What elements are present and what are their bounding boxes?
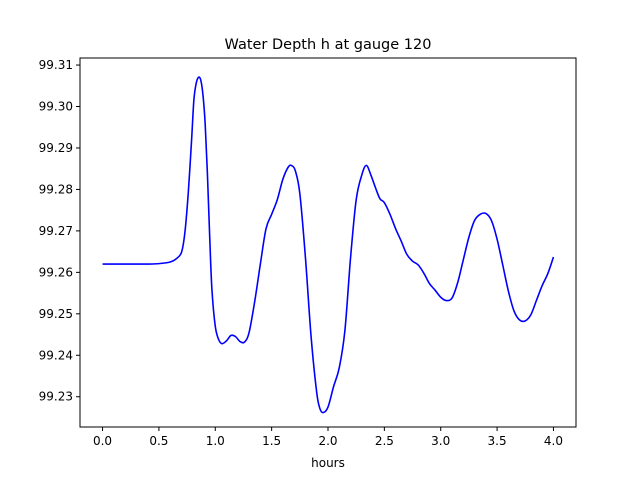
x-tick-label: 3.0 xyxy=(431,434,450,448)
y-tick-label: 99.23 xyxy=(39,390,73,404)
y-tick-label: 99.29 xyxy=(39,141,73,155)
y-tick-label: 99.27 xyxy=(39,224,73,238)
y-axis-ticks: 99.23 99.24 99.25 99.26 99.27 99.28 99.29 99.30… xyxy=(39,58,80,404)
x-axis-label: hours xyxy=(311,456,345,470)
y-tick-label: 99.25 xyxy=(39,307,73,321)
x-tick-label: 2.5 xyxy=(375,434,394,448)
plot-area xyxy=(102,76,555,414)
x-tick-label: 1.0 xyxy=(206,434,225,448)
x-tick-label: 4.0 xyxy=(544,434,563,448)
x-tick-label: 2.0 xyxy=(318,434,337,448)
chart-title: Water Depth h at gauge 120 xyxy=(225,37,432,53)
y-tick-label: 99.30 xyxy=(39,100,73,114)
x-axis-ticks: 0.0 0.5 1.0 1.5 2.0 2.5 3.0 3.5 4.0 xyxy=(93,427,563,448)
y-tick-label: 99.31 xyxy=(39,58,73,72)
y-tick-label: 99.26 xyxy=(39,265,73,279)
y-tick-label: 99.28 xyxy=(39,182,73,196)
x-tick-label: 0.0 xyxy=(93,434,112,448)
x-tick-label: 0.5 xyxy=(149,434,168,448)
series-line xyxy=(102,76,555,414)
y-tick-label: 99.24 xyxy=(39,348,73,362)
x-tick-label: 1.5 xyxy=(262,434,281,448)
x-tick-label: 3.5 xyxy=(488,434,507,448)
axes-frame xyxy=(79,57,577,428)
